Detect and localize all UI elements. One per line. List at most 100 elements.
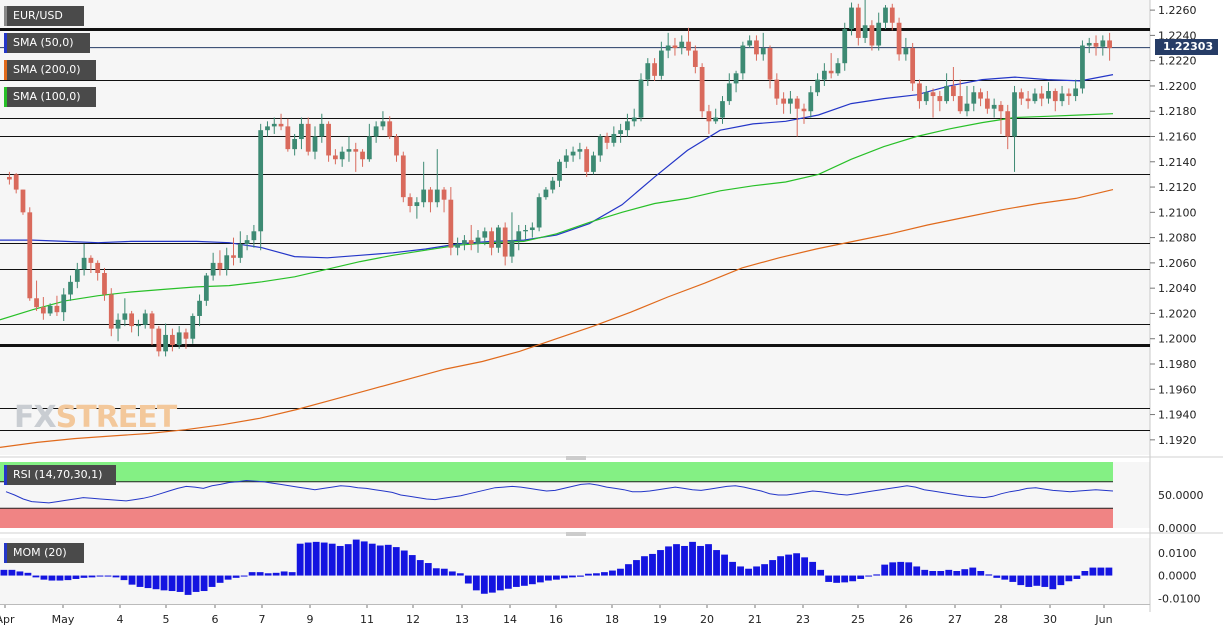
momentum-bar <box>1097 568 1104 576</box>
rsi-oversold-zone <box>0 508 1113 528</box>
momentum-bar <box>753 566 760 575</box>
momentum-bar <box>297 544 304 576</box>
candle-body <box>842 29 847 63</box>
candle-body <box>673 46 678 49</box>
momentum-bar <box>361 541 368 575</box>
momentum-bar <box>329 544 336 576</box>
candle-body <box>75 269 80 282</box>
momentum-bar <box>521 576 528 586</box>
sma200-label[interactable]: SMA (200,0) <box>4 60 96 80</box>
momentum-bar <box>113 576 120 578</box>
momentum-bar <box>129 576 136 585</box>
candle-body <box>849 8 854 29</box>
momentum-bar <box>737 566 744 575</box>
momentum-bar <box>481 576 488 594</box>
candle-body <box>564 155 569 161</box>
x-tick-label: 11 <box>360 613 374 626</box>
candle-body <box>822 71 827 80</box>
momentum-bar <box>489 576 496 593</box>
momentum-bar <box>81 576 88 578</box>
x-tick-label: 27 <box>948 613 962 626</box>
candle-body <box>415 202 420 206</box>
symbol-label[interactable]: EUR/USD <box>4 6 84 26</box>
momentum-bar <box>177 576 184 592</box>
candle-body <box>218 263 223 269</box>
symbol-swatch <box>4 6 7 26</box>
candle-body <box>245 240 250 244</box>
candle-body <box>496 228 501 248</box>
momentum-bar <box>473 576 480 591</box>
candle-body <box>68 282 73 295</box>
momentum-bar <box>905 562 912 575</box>
momentum-bar <box>601 572 608 575</box>
candle-body <box>224 255 229 269</box>
candle-body <box>1053 91 1058 101</box>
candle-body <box>992 105 997 109</box>
candle-body <box>129 313 134 326</box>
candle-body <box>1080 46 1085 89</box>
x-tick-label: 7 <box>259 613 266 626</box>
mom-label[interactable]: MOM (20) <box>4 543 84 563</box>
price-tick-label: 1.2140 <box>1158 156 1197 169</box>
momentum-bar <box>49 576 56 581</box>
candle-body <box>279 124 284 127</box>
momentum-bar <box>689 542 696 576</box>
candle-body <box>1094 43 1099 47</box>
candle-body <box>387 121 392 136</box>
candle-body <box>516 231 521 240</box>
candle-body <box>903 48 908 54</box>
momentum-bar <box>9 570 16 576</box>
rsi-tick-label: 50.0000 <box>1158 489 1204 502</box>
momentum-bar <box>609 571 616 576</box>
momentum-bar <box>857 576 864 579</box>
momentum-bar <box>89 576 96 578</box>
candle-body <box>184 332 189 338</box>
x-tick-label: Jun <box>1094 613 1112 626</box>
momentum-bar <box>193 576 200 592</box>
candle-body <box>41 307 46 313</box>
sma50-text: SMA (50,0) <box>13 36 74 49</box>
candle-body <box>448 200 453 248</box>
candle-body <box>89 258 94 263</box>
candle-body <box>347 149 352 152</box>
momentum-bar <box>793 553 800 575</box>
momentum-bar <box>529 576 536 585</box>
candle-body <box>727 83 732 101</box>
candle <box>700 63 705 117</box>
candle-body <box>577 149 582 152</box>
candle-body <box>442 190 447 200</box>
candle-body <box>802 109 807 112</box>
momentum-bar <box>369 544 376 576</box>
momentum-bar <box>937 571 944 576</box>
candle <box>1080 40 1085 93</box>
momentum-bar <box>457 573 464 575</box>
momentum-bar <box>881 565 888 576</box>
price-tick-label: 1.2180 <box>1158 105 1197 118</box>
candle-body <box>204 276 209 301</box>
momentum-bar <box>233 576 240 578</box>
sma50-label[interactable]: SMA (50,0) <box>4 33 90 53</box>
candle <box>401 152 406 203</box>
sma100-label[interactable]: SMA (100,0) <box>4 87 96 107</box>
candle-body <box>163 335 168 351</box>
candle-body <box>937 96 942 101</box>
candle-body <box>788 99 793 104</box>
price-tick-label: 1.2100 <box>1158 206 1197 219</box>
candle-body <box>197 301 202 316</box>
rsi-label[interactable]: RSI (14,70,30,1) <box>4 465 116 485</box>
candle-body <box>55 306 60 312</box>
candle-body <box>584 149 589 172</box>
candle-body <box>95 263 100 273</box>
candle-body <box>143 313 148 324</box>
candle-body <box>863 25 868 38</box>
candle-body <box>462 240 467 244</box>
momentum-bar <box>1073 576 1080 579</box>
candle-body <box>917 83 922 101</box>
momentum-bar <box>313 542 320 576</box>
momentum-bar <box>377 546 384 576</box>
momentum-bar <box>673 544 680 575</box>
momentum-bar <box>569 576 576 578</box>
momentum-bar <box>985 574 992 575</box>
